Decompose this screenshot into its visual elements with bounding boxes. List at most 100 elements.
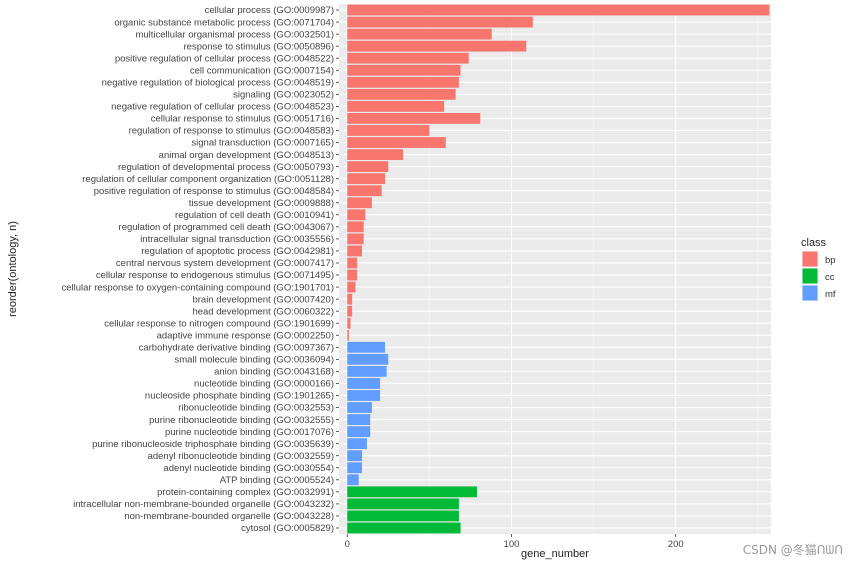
bar-bp <box>347 100 445 112</box>
y-tick-label: positive regulation of cellular process … <box>115 53 334 64</box>
y-tick-label: purine ribonucleoside triphosphate bindi… <box>92 439 334 450</box>
y-tick-label: signal transduction (GO:0007165) <box>191 138 334 149</box>
y-tick-label: regulation of developmental process (GO:… <box>118 162 334 173</box>
y-tick-label: multicellular organismal process (GO:003… <box>135 29 334 40</box>
bar-bp <box>347 125 430 136</box>
y-tick-label: ribonucleotide binding (GO:0032553) <box>178 403 334 414</box>
bar-bp <box>347 76 459 88</box>
legend: class bp cc mf <box>801 237 836 301</box>
y-tick-label: cellular response to oxygen-containing c… <box>62 282 335 293</box>
bar-mf <box>347 341 385 353</box>
bar-mf <box>347 414 371 425</box>
x-tick-label: 200 <box>668 539 684 550</box>
bar-bp <box>347 245 362 257</box>
bar-mf <box>347 365 387 377</box>
y-tick-label: purine ribonucleotide binding (GO:003255… <box>149 415 334 426</box>
bar-bp <box>347 4 770 16</box>
watermark: CSDN @冬猫ᑎᗯᑎ <box>742 543 843 557</box>
bar-bp <box>347 137 446 148</box>
y-tick-label: signaling (GO:0023052) <box>233 90 334 101</box>
bar-bp <box>347 233 364 245</box>
y-tick-label: negative regulation of biological proces… <box>102 77 334 88</box>
bar-bp <box>347 281 356 293</box>
y-tick-label: carbohydrate derivative binding (GO:0097… <box>139 342 334 353</box>
bar-mf <box>347 438 367 450</box>
y-tick-label: cellular process (GO:0009987) <box>205 5 334 16</box>
y-tick-labels: cellular process (GO:0009987)organic sub… <box>62 5 339 534</box>
legend-swatch-mf <box>802 285 818 301</box>
y-tick-label: cellular response to endogenous stimulus… <box>96 270 334 281</box>
legend-swatch-cc <box>802 268 818 284</box>
bar-mf <box>347 462 362 474</box>
bar-bp <box>347 28 492 40</box>
bar-mf <box>347 450 362 462</box>
y-tick-label: intracellular signal transduction (GO:00… <box>140 234 334 245</box>
y-tick-label: protein-containing complex (GO:0032991) <box>157 487 334 498</box>
y-tick-label: cell communication (GO:0007154) <box>190 65 334 76</box>
y-tick-label: regulation of programmed cell death (GO:… <box>119 222 334 233</box>
bar-bp <box>347 329 349 341</box>
y-tick-label: regulation of cellular component organiz… <box>82 174 334 185</box>
y-tick-label: cellular response to stimulus (GO:005171… <box>151 114 334 125</box>
bar-mf <box>347 353 389 365</box>
y-tick-label: response to stimulus (GO:0050896) <box>184 41 335 52</box>
y-tick-label: regulation of cell death (GO:0010941) <box>175 210 334 221</box>
bar-bp <box>347 221 364 233</box>
bar-bp <box>347 173 385 185</box>
y-tick-label: negative regulation of cellular process … <box>111 102 334 113</box>
bar-bp <box>347 197 372 209</box>
bar-bp <box>347 185 382 197</box>
y-tick-label: central nervous system development (GO:0… <box>116 258 334 269</box>
bar-mf <box>347 390 381 401</box>
bar-cc <box>347 522 461 534</box>
bar-bp <box>347 209 366 221</box>
bar-mf <box>347 474 359 486</box>
x-tick-label: 100 <box>504 539 520 550</box>
bar-bp <box>347 16 533 28</box>
y-tick-label: intracellular non-membrane-bounded organ… <box>73 499 334 510</box>
y-tick-label: nucleotide binding (GO:0000166) <box>194 379 334 390</box>
bar-bp <box>347 293 353 305</box>
bar-mf <box>347 426 371 438</box>
y-tick-label: ATP binding (GO:0005524) <box>220 475 334 486</box>
legend-swatch-bp <box>802 251 818 267</box>
x-ticks: 0 100 200 <box>345 534 684 550</box>
bar-mf <box>347 402 372 413</box>
bars-group <box>347 4 770 534</box>
bar-bp <box>347 52 469 64</box>
y-tick-label: nucleoside phosphate binding (GO:1901265… <box>145 391 334 402</box>
y-tick-label: adenyl nucleotide binding (GO:0030554) <box>163 463 334 474</box>
bar-bp <box>347 149 404 160</box>
bar-cc <box>347 498 459 510</box>
x-tick-label: 0 <box>345 539 350 550</box>
y-tick-label: cytosol (GO:0005829) <box>241 523 334 534</box>
y-tick-label: purine nucleotide binding (GO:0017076) <box>165 427 334 438</box>
bar-bp <box>347 257 358 269</box>
bar-bp <box>347 113 481 124</box>
legend-title: class <box>801 237 827 249</box>
bar-bp <box>347 64 461 76</box>
y-tick-label: regulation of apoptotic process (GO:0042… <box>141 246 334 257</box>
y-tick-label: tissue development (GO:0009888) <box>189 198 334 209</box>
bar-cc <box>347 486 477 498</box>
y-tick-label: regulation of response to stimulus (GO:0… <box>129 126 334 137</box>
y-tick-label: small molecule binding (GO:0036094) <box>175 355 334 366</box>
y-tick-label: adaptive immune response (GO:0002250) <box>157 330 334 341</box>
bar-bp <box>347 305 353 317</box>
legend-label-cc: cc <box>825 272 835 283</box>
bar-cc <box>347 510 459 522</box>
y-tick-label: animal organ development (GO:0048513) <box>159 150 334 161</box>
y-tick-label: positive regulation of response to stimu… <box>94 186 334 197</box>
y-tick-label: adenyl ribonucleotide binding (GO:003255… <box>148 451 334 462</box>
bar-bp <box>347 269 358 281</box>
bar-bp <box>347 317 351 329</box>
legend-label-bp: bp <box>825 255 836 266</box>
y-axis-label: reorder(ontology, n) <box>7 221 19 317</box>
y-tick-label: brain development (GO:0007420) <box>192 294 334 305</box>
y-tick-label: cellular response to nitrogen compound (… <box>104 318 334 329</box>
y-tick-label: head development (GO:0060322) <box>192 306 334 317</box>
y-tick-label: organic substance metabolic process (GO:… <box>114 17 334 28</box>
bar-bp <box>347 40 527 52</box>
y-tick-label: non-membrane-bounded organelle (GO:00432… <box>124 511 334 522</box>
